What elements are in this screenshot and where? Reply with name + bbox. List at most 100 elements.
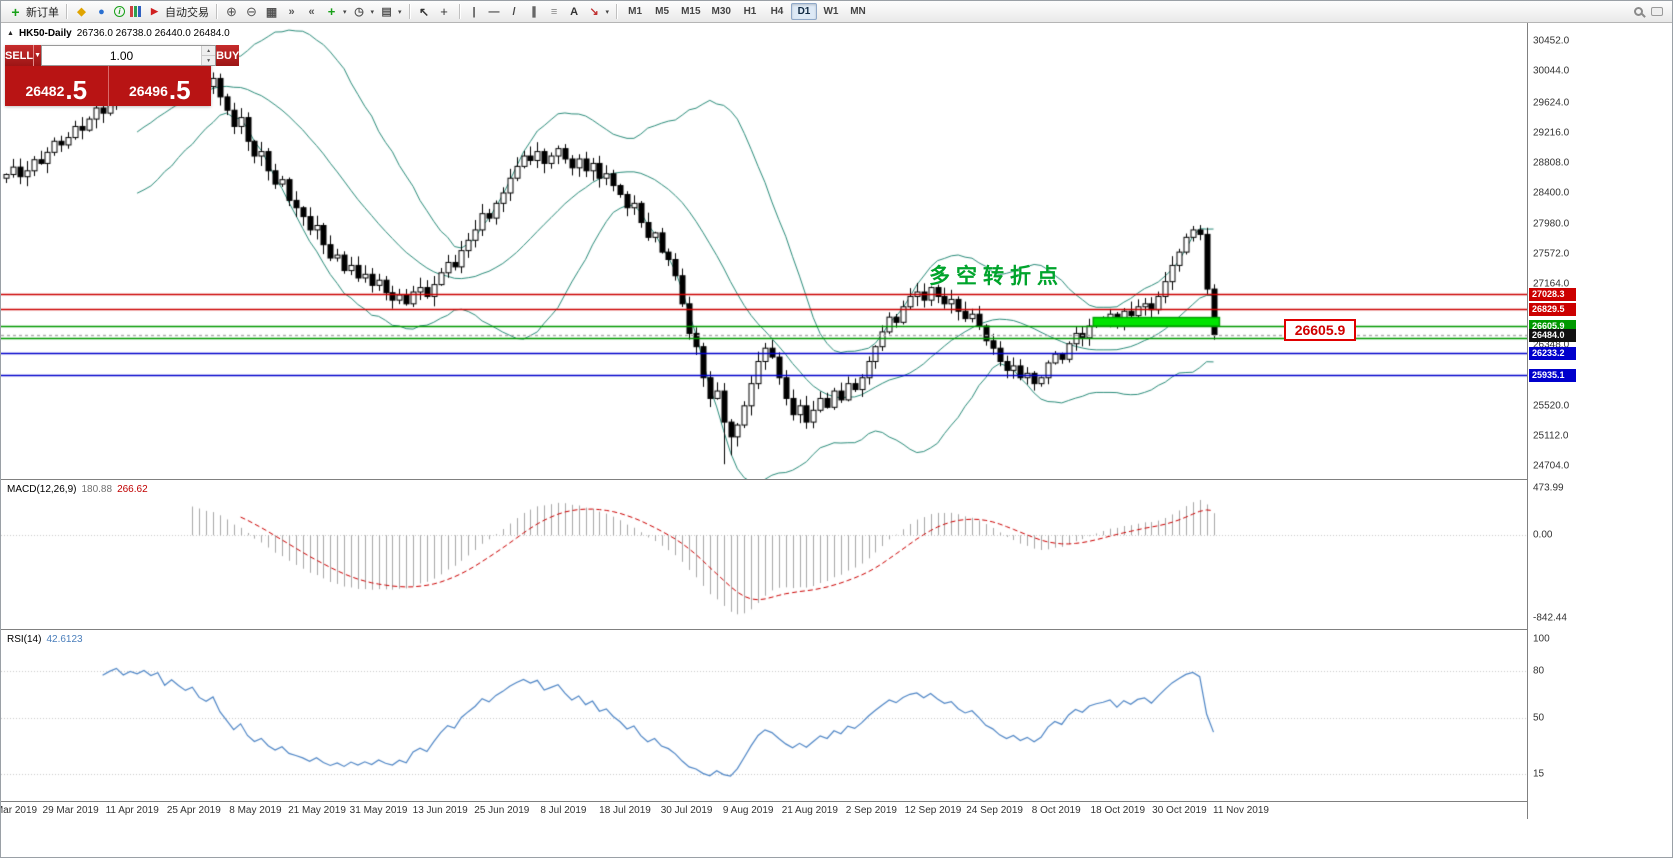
sell-button[interactable]: SELL — [5, 45, 34, 66]
macd-name: MACD(12,26,9) — [7, 484, 77, 495]
date-axis-label: 25 Apr 2019 — [166, 805, 221, 816]
chart-shift-button[interactable]: « — [302, 3, 321, 20]
trendline-button[interactable]: / — [505, 3, 524, 20]
template-icon: ▤ — [381, 6, 392, 18]
horizontal-line-button[interactable]: — — [485, 3, 504, 20]
zoom-in-button[interactable]: ⊕ — [222, 3, 241, 20]
date-axis-label: 18 Oct 2019 — [1090, 805, 1146, 816]
price-tag: 25935.1 — [1529, 369, 1576, 383]
accounts-icon: ● — [98, 5, 105, 18]
vertical-line-button[interactable]: | — [465, 3, 484, 20]
chart-symbol-title: ▲ HK50-Daily 26736.0 26738.0 26440.0 264… — [7, 28, 230, 39]
search-icon[interactable] — [1634, 7, 1643, 16]
price-tag: 27028.3 — [1529, 288, 1576, 302]
volume-field-wrap: ▲ ▼ — [41, 45, 217, 66]
arrows-button[interactable]: ↘ ▾ — [585, 3, 612, 20]
price-axis-label: 28808.0 — [1533, 157, 1570, 169]
text-button[interactable]: A — [565, 3, 584, 20]
caret-down-icon: ▾ — [605, 8, 610, 16]
macd-label: MACD(12,26,9) 180.88 266.62 — [7, 484, 148, 495]
new-order-button[interactable]: + 新订单 — [6, 3, 61, 21]
price-chart-canvas[interactable] — [1, 23, 1527, 479]
chat-icon[interactable] — [1651, 7, 1663, 16]
autotrade-button[interactable]: ▶ 自动交易 — [145, 3, 211, 21]
buy-button[interactable]: BUY — [216, 45, 240, 66]
crosshair-button[interactable]: + — [435, 3, 454, 20]
volume-increase-button[interactable]: ▲ — [202, 46, 216, 56]
one-click-collapse-icon[interactable]: ▲ — [7, 30, 14, 37]
toolbar-right — [1634, 7, 1669, 16]
date-axis-label: 13 Jun 2019 — [412, 805, 468, 816]
accounts-button[interactable]: ● — [92, 3, 111, 20]
buy-price-frac: .5 — [168, 75, 191, 106]
panel-separator-macd[interactable] — [1, 479, 1672, 481]
sell-price-frac: .5 — [65, 75, 88, 106]
rsi-axis-label: 80 — [1533, 665, 1545, 677]
macd-axis-label: 473.99 — [1533, 482, 1564, 494]
toolbar-separator — [458, 4, 460, 19]
toolbar-separator — [66, 4, 67, 19]
zoom-out-button[interactable]: ⊖ — [242, 3, 261, 20]
macd-value-1: 180.88 — [81, 484, 113, 495]
timeframe-m15-button[interactable]: M15 — [681, 6, 701, 17]
volume-dropdown-button[interactable]: ▼ — [33, 45, 42, 66]
timeframe-h4-button[interactable]: H4 — [770, 6, 784, 17]
date-axis-label: 21 May 2019 — [288, 805, 346, 816]
toolbar-groups: + 新订单 ◆ ● i ▶ 自动交易 ⊕ ⊖ ▦» «+ ▾ ◷ ▾ ▤ ▾ ↖ + | — / ∥ ≡ A ↘ ▾ M1 M5 M15… — [4, 3, 1634, 21]
rsi-axis-label: 50 — [1533, 712, 1545, 724]
toolbar-separator — [616, 4, 618, 19]
template-button[interactable]: ▤ ▾ — [377, 3, 404, 20]
date-axis-label: 21 Aug 2019 — [781, 805, 838, 816]
date-axis-label: 30 Oct 2019 — [1152, 805, 1207, 816]
price-callout-box[interactable]: 26605.9 — [1284, 319, 1356, 341]
timeframe-m1-button[interactable]: M1 — [628, 6, 643, 17]
macd-value-2: 266.62 — [117, 484, 148, 495]
fibonacci-button[interactable]: ≡ — [545, 3, 564, 20]
vertical-line-icon: | — [472, 5, 476, 18]
timeframe-d1-button[interactable]: D1 — [790, 3, 817, 20]
one-click-trade-panel: SELL ▼ ▲ ▼ BUY 26482 .5 26496 .5 — [5, 45, 240, 106]
info-button[interactable]: i — [112, 5, 127, 18]
timeframe-m5-button[interactable]: M5 — [655, 6, 670, 17]
volume-decrease-button[interactable]: ▼ — [202, 56, 216, 65]
timeframe-mn-button[interactable]: MN — [850, 6, 866, 17]
rsi-panel-canvas[interactable] — [1, 631, 1527, 801]
macd-panel-canvas[interactable] — [1, 481, 1527, 629]
chart-text-annotation[interactable]: 多空转折点 — [929, 265, 1064, 288]
auto-scroll-button[interactable]: » — [282, 3, 301, 20]
timeframe-w1-button[interactable]: W1 — [823, 6, 839, 17]
price-axis[interactable]: 30452.0 30044.0 29624.0 29216.0 28808.0 28400… — [1527, 23, 1672, 819]
date-axis-label: 19 Mar 2019 — [1, 805, 38, 816]
indicators-button[interactable]: + ▾ — [322, 3, 349, 20]
macd-axis-label: -842.44 — [1533, 612, 1567, 624]
main-toolbar: + 新订单 ◆ ● i ▶ 自动交易 ⊕ ⊖ ▦» «+ ▾ ◷ ▾ ▤ ▾ ↖ + | — / ∥ ≡ A ↘ ▾ M1 M5 M15… — [1, 1, 1672, 23]
panel-separator-rsi[interactable] — [1, 629, 1672, 631]
zoom-out-icon: ⊖ — [246, 3, 257, 19]
new-order-label: 新订单 — [26, 6, 59, 19]
autotrade-label: 自动交易 — [165, 6, 209, 19]
date-axis-label: 24 Sep 2019 — [966, 805, 1023, 816]
date-axis[interactable]: 19 Mar 2019 29 Mar 2019 11 Apr 2019 25 Apr … — [1, 801, 1527, 820]
auto-scroll-icon: » — [288, 5, 295, 18]
sell-price[interactable]: 26482 .5 — [5, 66, 109, 106]
zoom-in-icon: ⊕ — [226, 3, 237, 19]
equidistant-channel-button[interactable]: ∥ — [525, 3, 544, 20]
timeframe-h1-button[interactable]: H1 — [743, 6, 757, 17]
cursor-button[interactable]: ↖ — [415, 3, 434, 20]
price-axis-label: 27572.0 — [1533, 248, 1570, 260]
caret-down-icon: ▾ — [343, 8, 347, 16]
charts-button[interactable] — [128, 5, 144, 18]
volume-input[interactable] — [42, 46, 202, 65]
price-tag: 26829.5 — [1529, 303, 1576, 317]
period-button[interactable]: ◷ ▾ — [350, 3, 377, 20]
timeframe-m30-button[interactable]: M30 — [711, 6, 731, 17]
macd-axis-label: 0.00 — [1533, 529, 1553, 541]
rsi-value: 42.6123 — [46, 634, 83, 645]
buy-price[interactable]: 26496 .5 — [109, 66, 212, 106]
price-axis-label: 27980.0 — [1533, 218, 1570, 230]
sell-price-main: 26482 — [25, 83, 65, 99]
price-axis-label: 27164.0 — [1533, 278, 1570, 290]
price-axis-label: 24704.0 — [1533, 460, 1570, 472]
tile-windows-button[interactable]: ▦ — [262, 3, 281, 20]
alerts-button[interactable]: ◆ — [72, 3, 91, 20]
